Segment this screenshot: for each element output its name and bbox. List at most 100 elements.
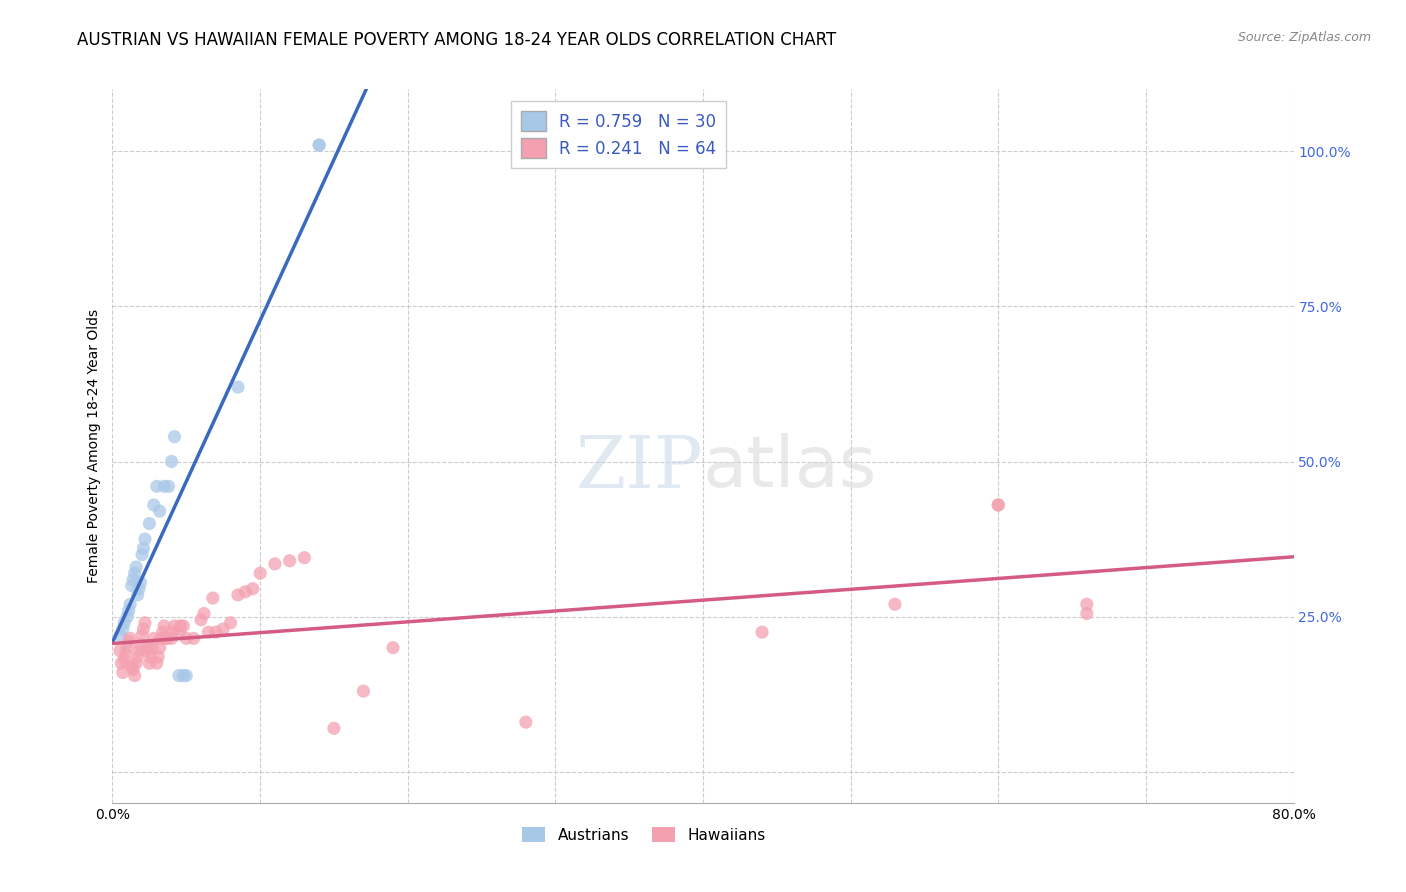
Text: AUSTRIAN VS HAWAIIAN FEMALE POVERTY AMONG 18-24 YEAR OLDS CORRELATION CHART: AUSTRIAN VS HAWAIIAN FEMALE POVERTY AMON…: [77, 31, 837, 49]
Point: [352, 684, 374, 698]
Point: [987, 498, 1010, 512]
Point: [264, 557, 287, 571]
Point: [172, 668, 194, 682]
Point: [153, 479, 176, 493]
Point: [108, 628, 131, 642]
Point: [156, 632, 179, 646]
Point: [219, 615, 242, 630]
Point: [146, 479, 169, 493]
Point: [114, 647, 136, 661]
Point: [160, 454, 183, 468]
Point: [127, 588, 149, 602]
Point: [121, 659, 143, 673]
Point: [131, 548, 153, 562]
Point: [122, 573, 145, 587]
Point: [226, 380, 249, 394]
Point: [193, 607, 215, 621]
Point: [131, 628, 153, 642]
Point: [129, 575, 152, 590]
Point: [138, 516, 160, 531]
Point: [308, 138, 330, 153]
Point: [162, 625, 184, 640]
Point: [138, 656, 160, 670]
Point: [124, 668, 146, 682]
Point: [117, 640, 138, 655]
Text: atlas: atlas: [703, 433, 877, 502]
Point: [118, 634, 141, 648]
Point: [120, 597, 142, 611]
Point: [157, 479, 180, 493]
Point: [134, 532, 156, 546]
Point: [226, 588, 249, 602]
Point: [183, 632, 205, 646]
Point: [120, 632, 142, 646]
Point: [149, 640, 172, 655]
Point: [160, 632, 183, 646]
Point: [242, 582, 264, 596]
Point: [125, 560, 148, 574]
Point: [167, 625, 190, 640]
Point: [146, 656, 169, 670]
Point: [987, 498, 1010, 512]
Point: [155, 632, 177, 646]
Point: [148, 650, 170, 665]
Point: [169, 619, 191, 633]
Point: [167, 668, 190, 682]
Point: [163, 430, 186, 444]
Point: [134, 615, 156, 630]
Point: [205, 625, 228, 640]
Point: [132, 622, 155, 636]
Point: [149, 504, 172, 518]
Point: [132, 541, 155, 556]
Point: [278, 554, 301, 568]
Point: [1076, 607, 1098, 621]
Point: [111, 622, 134, 636]
Point: [142, 498, 165, 512]
Point: [201, 591, 224, 605]
Point: [515, 715, 537, 730]
Point: [142, 632, 165, 646]
Point: [323, 722, 346, 736]
Point: [121, 579, 143, 593]
Point: [108, 644, 131, 658]
Point: [751, 625, 773, 640]
Point: [174, 668, 197, 682]
Point: [128, 644, 150, 658]
Point: [124, 566, 146, 581]
Point: [125, 656, 148, 670]
Point: [129, 638, 152, 652]
Point: [136, 640, 159, 655]
Point: [139, 650, 162, 665]
Legend: Austrians, Hawaiians: Austrians, Hawaiians: [516, 821, 772, 848]
Point: [110, 656, 132, 670]
Point: [112, 653, 135, 667]
Point: [163, 619, 186, 633]
Point: [141, 640, 163, 655]
Point: [150, 632, 173, 646]
Y-axis label: Female Poverty Among 18-24 Year Olds: Female Poverty Among 18-24 Year Olds: [87, 309, 101, 583]
Point: [382, 640, 405, 655]
Point: [884, 597, 907, 611]
Point: [172, 619, 194, 633]
Point: [111, 665, 134, 680]
Point: [249, 566, 271, 581]
Point: [292, 550, 315, 565]
Point: [152, 625, 174, 640]
Text: ZIP: ZIP: [575, 432, 703, 503]
Point: [1076, 597, 1098, 611]
Text: Source: ZipAtlas.com: Source: ZipAtlas.com: [1237, 31, 1371, 45]
Point: [117, 609, 138, 624]
Point: [127, 650, 149, 665]
Point: [197, 625, 219, 640]
Point: [212, 622, 235, 636]
Point: [128, 582, 150, 596]
Point: [174, 632, 197, 646]
Point: [135, 644, 157, 658]
Point: [112, 615, 135, 630]
Point: [122, 662, 145, 676]
Point: [308, 138, 330, 153]
Point: [153, 619, 176, 633]
Point: [118, 603, 141, 617]
Point: [190, 613, 212, 627]
Point: [233, 584, 256, 599]
